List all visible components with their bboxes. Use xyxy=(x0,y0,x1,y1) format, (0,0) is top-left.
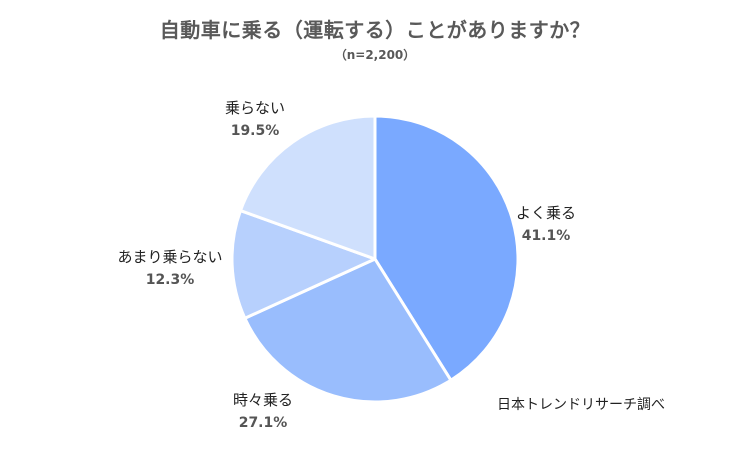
slice-label-3: あまり乗らない xyxy=(117,248,222,266)
source-note: 日本トレンドリサーチ調べ xyxy=(497,397,665,413)
pie-slice-3 xyxy=(230,209,377,320)
slice-value-4: 19.5% xyxy=(231,123,280,139)
slice-value-3: 12.3% xyxy=(146,272,195,288)
slice-value-2: 27.1% xyxy=(239,415,288,431)
chart-subtitle: （n=2,200） xyxy=(334,48,416,62)
slice-label-2: 時々乗る xyxy=(233,391,293,409)
slice-value-1: 41.1% xyxy=(522,228,571,244)
pie-slice-2 xyxy=(243,257,453,404)
chart-title: 自動車に乗る（運転する）ことがありますか？ xyxy=(159,18,591,42)
slice-label-4: 乗らない xyxy=(225,99,285,117)
pie-slice-4 xyxy=(238,114,377,261)
slice-label-1: よく乗る xyxy=(516,204,576,222)
